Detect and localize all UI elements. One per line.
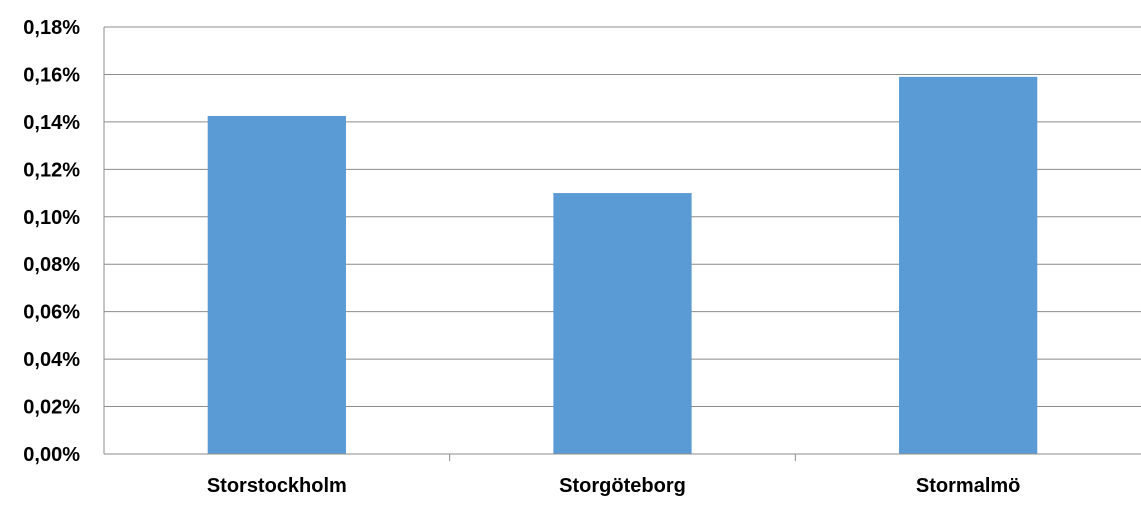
y-tick-label: 0,10% [23,207,80,229]
y-tick-label: 0,08% [23,254,80,276]
x-category-labels: Storstockholm Storgöteborg Stormalmö [207,475,1021,497]
y-tick-label: 0,02% [23,397,80,419]
y-tick-label: 0,12% [23,159,80,181]
y-tick-label: 0,00% [23,444,80,466]
x-category-label: Stormalmö [916,475,1020,497]
bar-storstockholm [207,115,346,454]
y-tick-label: 0,16% [23,64,80,86]
x-axis [103,27,1141,461]
bars [207,76,1038,455]
x-category-label: Storgöteborg [559,475,686,497]
y-tick-label: 0,14% [23,112,80,134]
y-tick-labels: 0,00% 0,02% 0,04% 0,06% 0,08% 0,10% 0,12% 0,14%… [23,17,80,466]
y-tick-label: 0,06% [23,302,80,324]
bar-stormalmö [899,76,1038,455]
y-tick-label: 0,18% [23,17,80,39]
y-tick-label: 0,04% [23,349,80,371]
x-category-label: Storstockholm [207,475,347,497]
bar-storgöteborg [553,193,692,455]
